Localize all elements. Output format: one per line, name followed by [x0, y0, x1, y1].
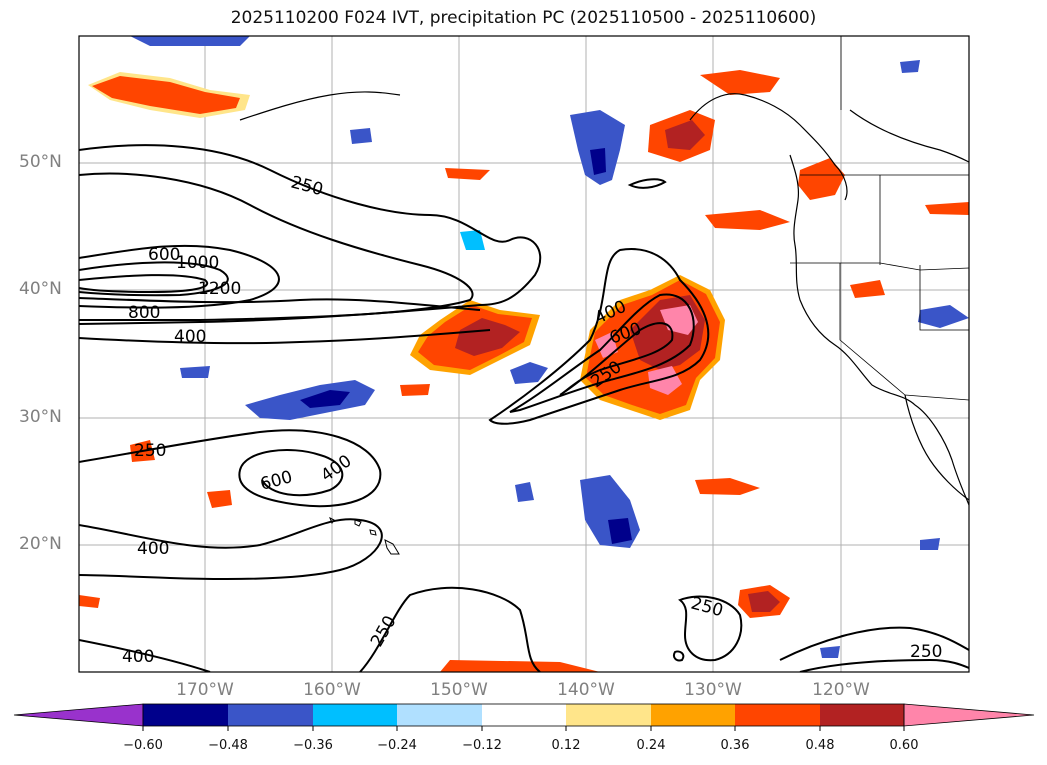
precip-blob [648, 366, 682, 395]
contour-label: 400 [137, 539, 169, 559]
colorbar-bin [228, 704, 313, 726]
colorbar-tick-label: 0.60 [889, 738, 919, 753]
precip-blob [400, 384, 430, 396]
gridlines [79, 36, 969, 672]
colorbar-tick-label: 0.48 [805, 738, 835, 753]
precip-blob [820, 646, 840, 658]
contour-label: 250 [134, 441, 166, 461]
lon-label: 140°W [557, 680, 615, 700]
hawaii-islands [329, 516, 400, 555]
lat-label: 40°N [19, 279, 62, 299]
colorbar-bin [143, 704, 228, 726]
lat-label: 30°N [19, 407, 62, 427]
precip-blob [440, 660, 600, 672]
plot-frame [78, 35, 970, 673]
lon-label: 170°W [176, 680, 234, 700]
precip-blob [665, 120, 705, 150]
precip-blob [608, 518, 632, 544]
precip-negative-shading [130, 36, 969, 658]
colorbar-under [13, 703, 144, 727]
colorbar-tick-label: −0.12 [462, 738, 502, 753]
precip-blob [700, 70, 780, 95]
precip-blob [748, 591, 780, 612]
precip-blob [570, 110, 625, 185]
contour-label: 250 [910, 642, 942, 662]
precip-blob [590, 148, 606, 175]
precip-blob [510, 362, 548, 384]
contour-label: 250 [289, 173, 326, 201]
contour-label: 400 [122, 647, 154, 667]
borders [790, 36, 969, 401]
colorbar-tick-label: 0.36 [720, 738, 750, 753]
lon-label: 150°W [430, 680, 488, 700]
colorbar-tick-label: −0.24 [377, 738, 417, 753]
map-title: 2025110200 F024 IVT, precipitation PC (2… [230, 8, 817, 28]
precip-blob [79, 595, 100, 608]
precip-blob [920, 538, 940, 550]
precip-blob [900, 60, 920, 73]
precip-blob [925, 202, 969, 215]
precip-blob [705, 210, 790, 230]
colorbar-tick-label: −0.48 [208, 738, 248, 753]
colorbar-over [903, 703, 1035, 727]
precip-blob [92, 76, 240, 114]
precip-blob [350, 128, 372, 144]
lat-label: 20°N [19, 534, 62, 554]
colorbar-tick-label: −0.60 [123, 738, 163, 753]
coastlines [239, 91, 969, 506]
colorbar-bin [820, 704, 904, 726]
colorbar-bin [651, 704, 735, 726]
ivt-contours [79, 144, 969, 672]
colorbar [13, 703, 1035, 731]
precip-blob [207, 490, 232, 508]
precip-positive-shading [79, 70, 969, 672]
contour-label: 600 [148, 245, 180, 265]
precip-blob [918, 305, 969, 328]
precip-blob [300, 390, 350, 408]
lon-label: 160°W [303, 680, 361, 700]
precip-blob [460, 230, 485, 250]
contour-label: 250 [367, 612, 401, 650]
lat-label: 50°N [19, 152, 62, 172]
contour-label: 600 [258, 467, 295, 495]
lon-label: 130°W [684, 680, 742, 700]
colorbar-tick-label: 0.12 [551, 738, 581, 753]
lon-label: 120°W [812, 680, 870, 700]
colorbar-bin [313, 704, 397, 726]
contour-label: 1200 [198, 279, 241, 299]
colorbar-tick-label: 0.24 [636, 738, 666, 753]
precip-blob [798, 158, 845, 200]
precip-blob [695, 478, 760, 495]
contour-label: 400 [174, 327, 206, 347]
colorbar-bin [566, 704, 651, 726]
precip-blob [515, 482, 534, 502]
precip-blob [180, 366, 210, 378]
precip-blob [445, 168, 490, 180]
colorbar-bin [735, 704, 820, 726]
colorbar-bin [397, 704, 482, 726]
contour-label: 800 [128, 303, 160, 323]
colorbar-tick-label: −0.36 [293, 738, 333, 753]
contour-label: 250 [689, 594, 726, 622]
precip-blob [850, 280, 885, 298]
contour-label: 1000 [176, 253, 219, 273]
precip-blob [130, 36, 250, 46]
precip-blob [455, 318, 520, 356]
colorbar-bin [482, 704, 566, 726]
